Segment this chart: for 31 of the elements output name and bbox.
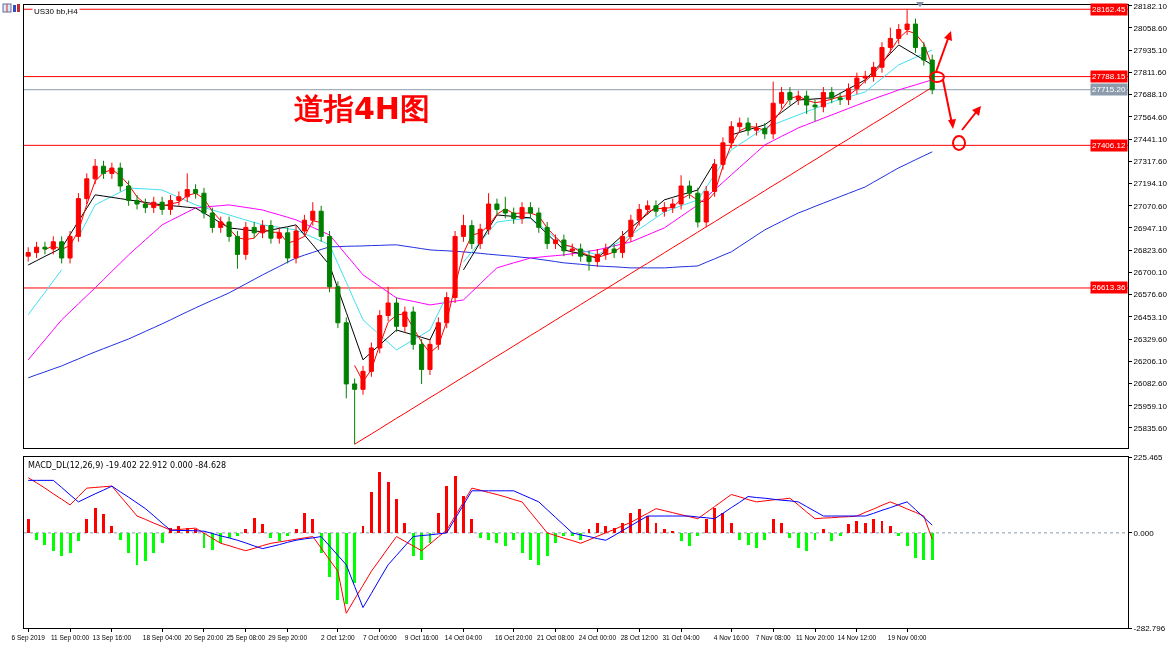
y-tick-label: 27441.10	[1133, 134, 1168, 144]
y-tick-label: 225.465	[1133, 452, 1164, 462]
y-tick-label: 27070.60	[1133, 201, 1168, 211]
y-tick-label: 0.000	[1133, 528, 1155, 538]
y-tick-label: 28182.10	[1133, 1, 1168, 11]
text: 道指4H图	[294, 91, 430, 126]
ref-line-label: 27788.15	[1092, 72, 1126, 81]
y-tick-label: 27317.60	[1133, 157, 1168, 167]
y-tick-label: 27688.10	[1133, 90, 1168, 100]
text: MACD_DL(12,26,9) -19.402 22.912 0.000 -84.628	[28, 461, 227, 470]
y-tick-label: 28058.60	[1133, 23, 1168, 33]
y-tick-label: 27935.10	[1133, 45, 1168, 55]
y-tick-label: 26206.10	[1133, 357, 1168, 367]
y-tick-label: 25835.60	[1133, 423, 1168, 433]
y-tick-label: 27811.60	[1133, 68, 1167, 78]
y-tick-label: 26576.60	[1133, 290, 1168, 300]
y-tick-label: 26329.60	[1133, 334, 1168, 344]
ref-line-label: 27406.12	[1092, 141, 1126, 150]
y-tick-label: 26082.60	[1133, 379, 1168, 389]
chart-subtitle: US30 bb,H4	[34, 7, 79, 16]
y-tick-label: 26453.10	[1133, 312, 1168, 322]
y-tick-label: -282.796	[1133, 623, 1166, 633]
ref-line-label: 26613.36	[1092, 283, 1126, 292]
y-tick-label: 26947.10	[1133, 223, 1168, 233]
ref-line-label: 28162.45	[1092, 5, 1126, 14]
y-tick-label: 27194.10	[1133, 179, 1168, 189]
y-tick-label: 26700.10	[1133, 268, 1168, 278]
y-tick-label: 27564.60	[1133, 112, 1168, 122]
y-tick-label: 25959.10	[1133, 401, 1168, 411]
ref-line-label: 27715.20	[1092, 85, 1126, 94]
y-tick-label: 26823.60	[1133, 245, 1168, 255]
